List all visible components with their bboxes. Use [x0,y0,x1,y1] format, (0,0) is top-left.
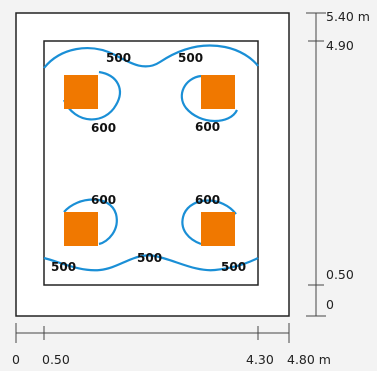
horizontal-dimension: 0 0.50 4.30 4.80 m [12,323,331,367]
contour-label-top-right-600: 600 [195,120,220,134]
contour-500-bottom [43,254,259,272]
contour-label-top-right-500: 500 [178,51,203,65]
contour-label-top-left-600: 600 [91,121,116,135]
vertical-label-050: 0.50 [326,267,354,282]
contour-label-top-left-500: 500 [106,51,131,65]
contour-500-top [43,44,259,69]
luminaire-bottom-left [64,212,98,246]
horizontal-label-050: 0.50 [42,352,70,367]
contour-label-bottom-left-600: 600 [91,193,116,207]
working-area-boundary [43,40,259,286]
vertical-label-0: 0 [326,297,334,312]
contour-600-bottom-left [63,198,118,246]
horizontal-label-430: 4.30 [246,352,274,367]
contour-600-top-left [62,70,121,121]
vertical-label-540: 5.40 m [326,9,370,24]
luminaire-top-right [201,75,235,109]
contour-label-bottom-right-600: 600 [195,193,220,207]
room-outer-boundary [15,12,290,317]
luminaire-bottom-right [201,212,235,246]
vertical-label-490: 4.90 [326,38,354,53]
horizontal-label-480: 4.80 m [287,352,331,367]
contour-label-bottom-left-500: 500 [51,260,76,274]
contour-600-bottom-right [181,199,237,246]
horizontal-label-0: 0 [12,352,20,367]
contour-label-bottom-center-500: 500 [137,251,162,265]
vertical-dimension: 5.40 m 4.90 0.50 0 [306,9,370,317]
contour-600-top-right [180,74,238,123]
contour-label-bottom-right-500: 500 [221,260,246,274]
luminaire-top-left [64,75,98,109]
